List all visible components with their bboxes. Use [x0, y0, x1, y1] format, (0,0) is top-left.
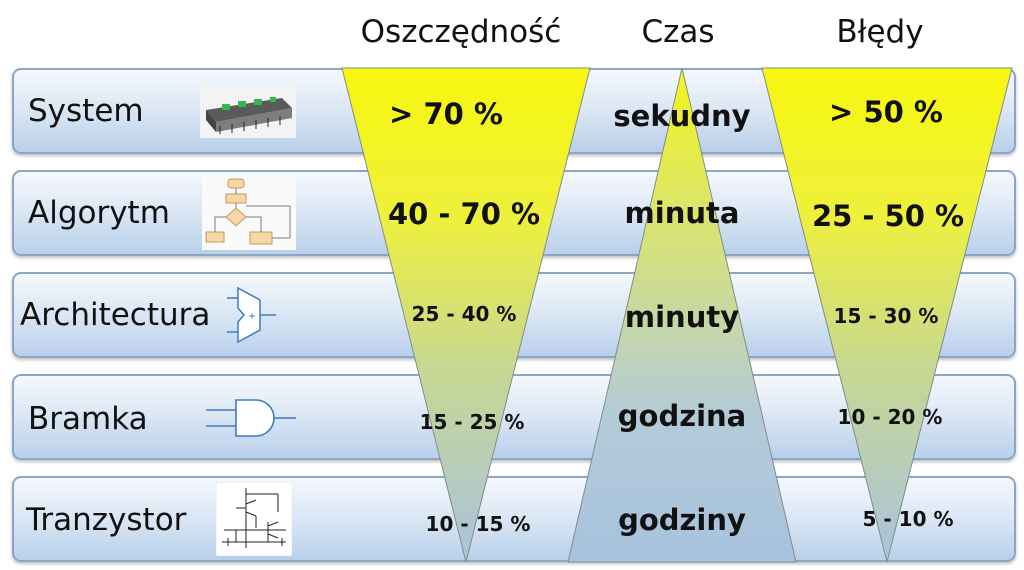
errors-value-system: > 50 % — [829, 95, 943, 129]
level-label-algorithm: Algorytm — [28, 195, 170, 231]
time-funnel — [567, 67, 797, 563]
savings-funnel — [341, 67, 591, 563]
time-value-transistor: godziny — [618, 503, 746, 537]
time-value-architecture: minuty — [624, 300, 740, 334]
savings-value-algorithm: 40 - 70 % — [387, 197, 541, 231]
level-label-system: System — [28, 93, 144, 129]
level-label-architecture: Architectura — [20, 297, 211, 333]
savings-value-transistor: 10 - 15 % — [425, 512, 531, 536]
level-row-transistor — [12, 476, 1016, 562]
svg-text:+: + — [248, 311, 256, 322]
transistor-circuit-icon — [216, 482, 292, 556]
time-value-algorithm: minuta — [624, 196, 740, 230]
errors-value-architecture: 15 - 30 % — [833, 304, 939, 328]
chip-icon — [200, 86, 296, 138]
savings-value-architecture: 25 - 40 % — [411, 302, 517, 326]
savings-value-system: > 70 % — [389, 97, 503, 131]
header-errors: Błędy — [836, 14, 924, 50]
header-time: Czas — [641, 14, 715, 50]
adder-symbol-icon: + — [227, 286, 276, 344]
level-label-transistor: Tranzystor — [26, 502, 187, 538]
level-label-gate: Bramka — [28, 401, 148, 437]
errors-funnel — [761, 67, 1013, 563]
time-value-system: sekudny — [613, 99, 751, 133]
time-value-gate: godzina — [617, 399, 747, 433]
savings-value-gate: 15 - 25 % — [419, 410, 525, 434]
errors-value-algorithm: 25 - 50 % — [811, 199, 965, 233]
errors-value-gate: 10 - 20 % — [837, 405, 943, 429]
flowchart-icon — [202, 176, 296, 250]
errors-value-transistor: 5 - 10 % — [862, 507, 954, 531]
and-gate-icon — [206, 399, 296, 437]
header-savings: Oszczędność — [360, 14, 562, 50]
